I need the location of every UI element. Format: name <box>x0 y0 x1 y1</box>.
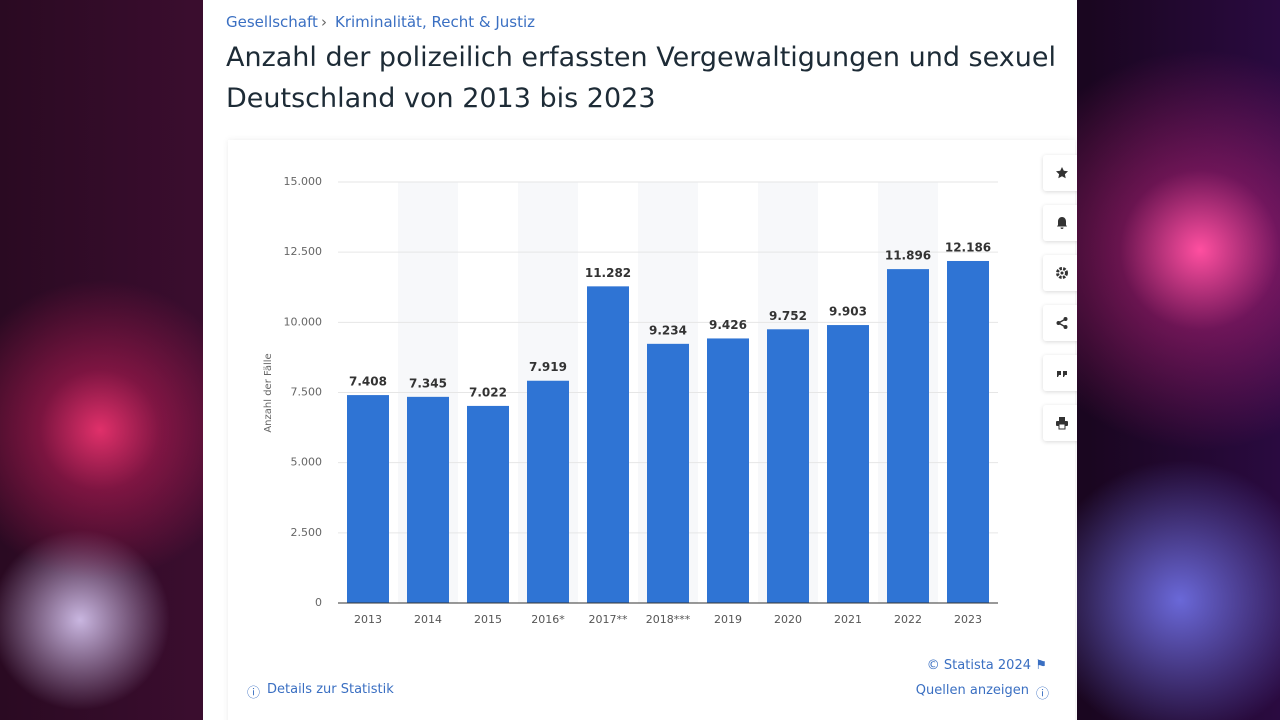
value-label: 7.919 <box>529 360 567 374</box>
bar <box>647 343 689 603</box>
alert-button[interactable] <box>1043 205 1077 241</box>
value-label: 7.408 <box>349 375 387 389</box>
value-label: 7.022 <box>469 385 507 399</box>
info-icon: ⓘ <box>247 686 261 701</box>
page-title: Deutschland von 2013 bis 2023 <box>226 83 656 114</box>
bar <box>467 405 509 603</box>
x-tick-label: 2021 <box>834 613 862 626</box>
breadcrumb-link[interactable]: Kriminalität, Recht & Justiz <box>335 13 535 31</box>
favorite-button[interactable] <box>1043 155 1077 191</box>
x-tick-label: 2016* <box>531 613 565 626</box>
x-tick-label: 2019 <box>714 613 742 626</box>
y-axis-label: Anzahl der Fälle <box>263 353 274 432</box>
x-tick-label: 2015 <box>474 613 502 626</box>
value-label: 11.282 <box>585 266 631 280</box>
bar <box>347 395 389 603</box>
bar <box>947 260 989 603</box>
bar <box>587 286 629 603</box>
x-tick-label: 2022 <box>894 613 922 626</box>
x-tick-label: 2020 <box>774 613 802 626</box>
x-tick-label: 2017** <box>589 613 628 626</box>
bar <box>707 338 749 603</box>
value-label: 9.903 <box>829 305 867 319</box>
x-tick-label: 2013 <box>354 613 382 626</box>
value-label: 9.426 <box>709 318 747 332</box>
flag-icon: ⚑ <box>1035 658 1047 673</box>
x-tick-label: 2023 <box>954 613 982 626</box>
y-tick-label: 2.500 <box>291 526 323 539</box>
y-tick-label: 5.000 <box>291 456 323 469</box>
details-link[interactable]: Details zur Statistik <box>267 682 394 697</box>
page-title: Anzahl der polizeilich erfassten Vergewa… <box>226 42 1056 73</box>
bar <box>527 380 569 603</box>
bar <box>827 325 869 603</box>
y-tick-label: 7.500 <box>291 386 323 399</box>
info-icon: ⓘ <box>1035 687 1049 702</box>
breadcrumb-link[interactable]: Gesellschaft <box>226 13 318 31</box>
value-label: 7.345 <box>409 376 447 390</box>
value-label: 9.234 <box>649 323 687 337</box>
x-tick-label: 2014 <box>414 613 442 626</box>
bar <box>407 396 449 603</box>
y-tick-label: 10.000 <box>284 315 323 328</box>
bar <box>887 269 929 603</box>
y-tick-label: 15.000 <box>284 175 323 188</box>
cite-button[interactable] <box>1043 355 1077 391</box>
y-tick-label: 0 <box>315 596 322 609</box>
value-label: 11.896 <box>885 249 931 263</box>
y-tick-label: 12.500 <box>284 245 323 258</box>
copyright-link[interactable]: © Statista 2024 <box>926 658 1031 673</box>
sources-link[interactable]: Quellen anzeigen <box>915 683 1029 698</box>
value-label: 12.186 <box>945 240 991 254</box>
share-button[interactable] <box>1043 305 1077 341</box>
value-label: 9.752 <box>769 309 807 323</box>
print-button[interactable] <box>1043 405 1077 441</box>
settings-button[interactable] <box>1043 255 1077 291</box>
bar <box>767 329 809 603</box>
breadcrumb-separator: › <box>321 13 327 31</box>
x-tick-label: 2018*** <box>646 613 691 626</box>
